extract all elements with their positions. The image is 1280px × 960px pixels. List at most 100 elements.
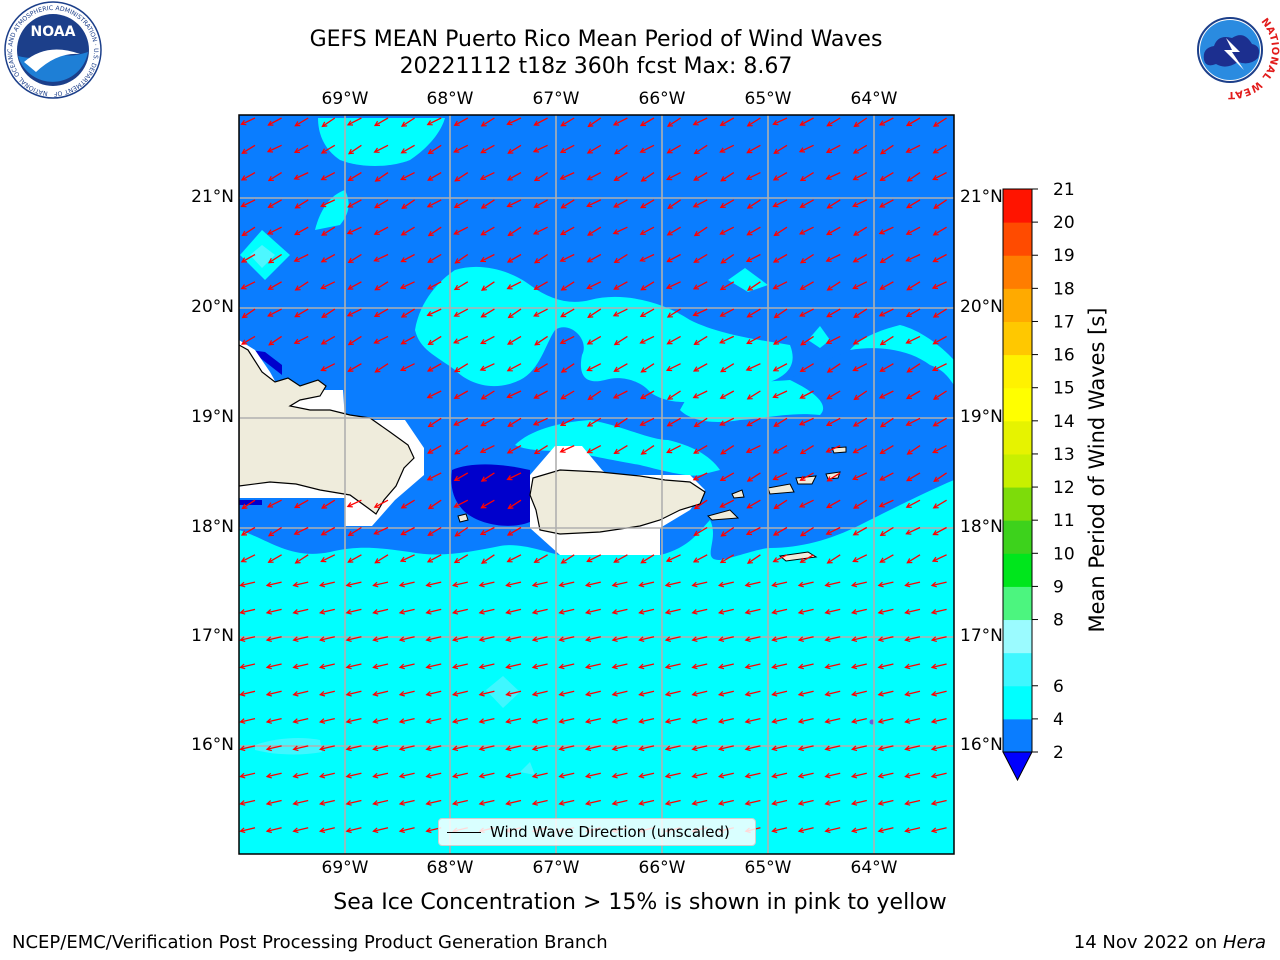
wave-direction-arrowhead [611,772,618,779]
colorbar-tick-label: 20 [1053,213,1075,233]
wave-direction-arrow [905,636,921,641]
wave-direction-arrow [426,608,442,614]
wave-direction-arrow [346,799,362,805]
wave-direction-arrow [426,581,442,587]
wave-direction-arrowhead [773,421,780,427]
wave-direction-arrow [639,663,655,669]
wave-direction-arrow [665,799,681,805]
wave-direction-arrow [454,472,469,481]
wave-direction-arrow [321,308,336,318]
wave-direction-arrowhead [771,636,778,642]
wave-direction-arrowhead [560,558,567,564]
x-tick-top-66w: 66°W [638,89,686,109]
wave-direction-arrow [587,281,602,289]
wave-direction-arrowhead [878,502,885,508]
wave-direction-arrowhead [824,609,831,615]
wave-direction-arrow [559,745,575,750]
wave-direction-arrow [799,144,814,153]
wave-direction-arrow [454,554,469,564]
wave-direction-arrowhead [451,800,459,806]
wave-direction-arrowhead [746,476,753,482]
wave-direction-arrow [798,636,814,641]
wave-direction-arrow [720,172,735,182]
wave-direction-arrowhead [693,148,700,155]
wave-direction-arrow [853,226,868,236]
wave-direction-arrowhead [531,663,538,670]
wave-direction-arrowhead [852,421,859,427]
wave-direction-arrowhead [240,557,247,563]
wave-direction-arrow [320,799,335,805]
wave-direction-arrowhead [345,827,352,834]
wave-direction-arrow [534,363,548,372]
wave-direction-arrow [294,144,309,153]
x-tick-bottom-64w: 64°W [850,858,898,878]
wave-direction-arrowhead [692,202,699,208]
colorbar-segment [1003,222,1032,256]
wave-direction-arrow [933,417,947,427]
wave-direction-arrow [399,636,415,641]
wave-direction-arrowhead [611,663,618,670]
wave-direction-arrow [720,445,735,455]
wave-direction-arrow [853,499,868,509]
wave-direction-arrowhead [932,503,939,509]
wave-direction-arrowhead [587,394,594,401]
wave-direction-arrow [747,390,761,400]
wave-direction-arrow [720,308,735,317]
wave-direction-arrow [321,226,336,236]
wave-direction-arrow [294,253,309,262]
wave-direction-arrow [773,417,788,427]
wave-direction-arrowhead [506,284,513,290]
wave-direction-arrow [427,363,442,372]
wave-direction-arrowhead [640,285,647,291]
wave-direction-arrowhead [398,581,405,588]
wave-direction-arrow [454,144,469,153]
wave-direction-arrow [800,335,814,346]
wave-direction-arrow [745,772,761,778]
wave-direction-arrow [454,281,469,291]
wave-direction-arrow [295,281,309,291]
wave-direction-arrow [266,745,282,750]
wave-direction-arrowhead [321,312,328,318]
wave-direction-arrowhead [745,174,752,180]
wave-direction-arrowhead [826,285,833,291]
wave-direction-arrowhead [425,663,432,670]
wave-direction-arrow [268,172,282,182]
wave-direction-arrowhead [453,475,460,482]
wave-direction-arrowhead [692,284,700,290]
wave-direction-arrow [454,499,469,508]
wave-direction-arrowhead [639,229,646,235]
wave-direction-arrow [428,335,442,345]
wave-direction-arrowhead [613,421,620,428]
wave-direction-arrowhead [852,556,859,563]
wave-direction-arrow [773,472,788,481]
wave-direction-arrowhead [239,609,246,615]
wave-direction-arrow [426,663,442,669]
wave-direction-arrow [932,363,947,371]
wave-direction-arrow [401,117,415,127]
wave-direction-arrow [427,281,442,290]
wave-direction-arrowhead [292,772,299,779]
colorbar-tick-label: 4 [1053,710,1064,730]
wave-direction-arrow [507,172,522,181]
wave-direction-arrowhead [480,203,487,209]
wave-direction-arrowhead [879,421,886,428]
wave-direction-arrowhead [772,284,779,290]
wave-direction-arrowhead [771,609,778,615]
wave-direction-arrowhead [930,745,937,752]
wave-direction-arrowhead [879,557,886,563]
wave-direction-arrow [772,717,788,723]
wave-direction-arrowhead [584,745,592,752]
wave-direction-arrow [825,581,841,587]
wave-direction-arrowhead [744,636,751,642]
map-frame [238,114,955,855]
wave-direction-arrow [559,663,575,669]
wave-direction-arrowhead [932,148,939,154]
wave-direction-arrow [479,663,495,669]
wave-direction-arrow [532,745,548,750]
wave-direction-arrow [508,226,522,236]
wave-direction-arrowhead [613,202,620,208]
wave-direction-arrowhead [453,147,460,153]
wave-direction-arrow [720,554,735,564]
wave-direction-arrowhead [427,530,434,536]
wave-direction-arrowhead [639,256,646,262]
